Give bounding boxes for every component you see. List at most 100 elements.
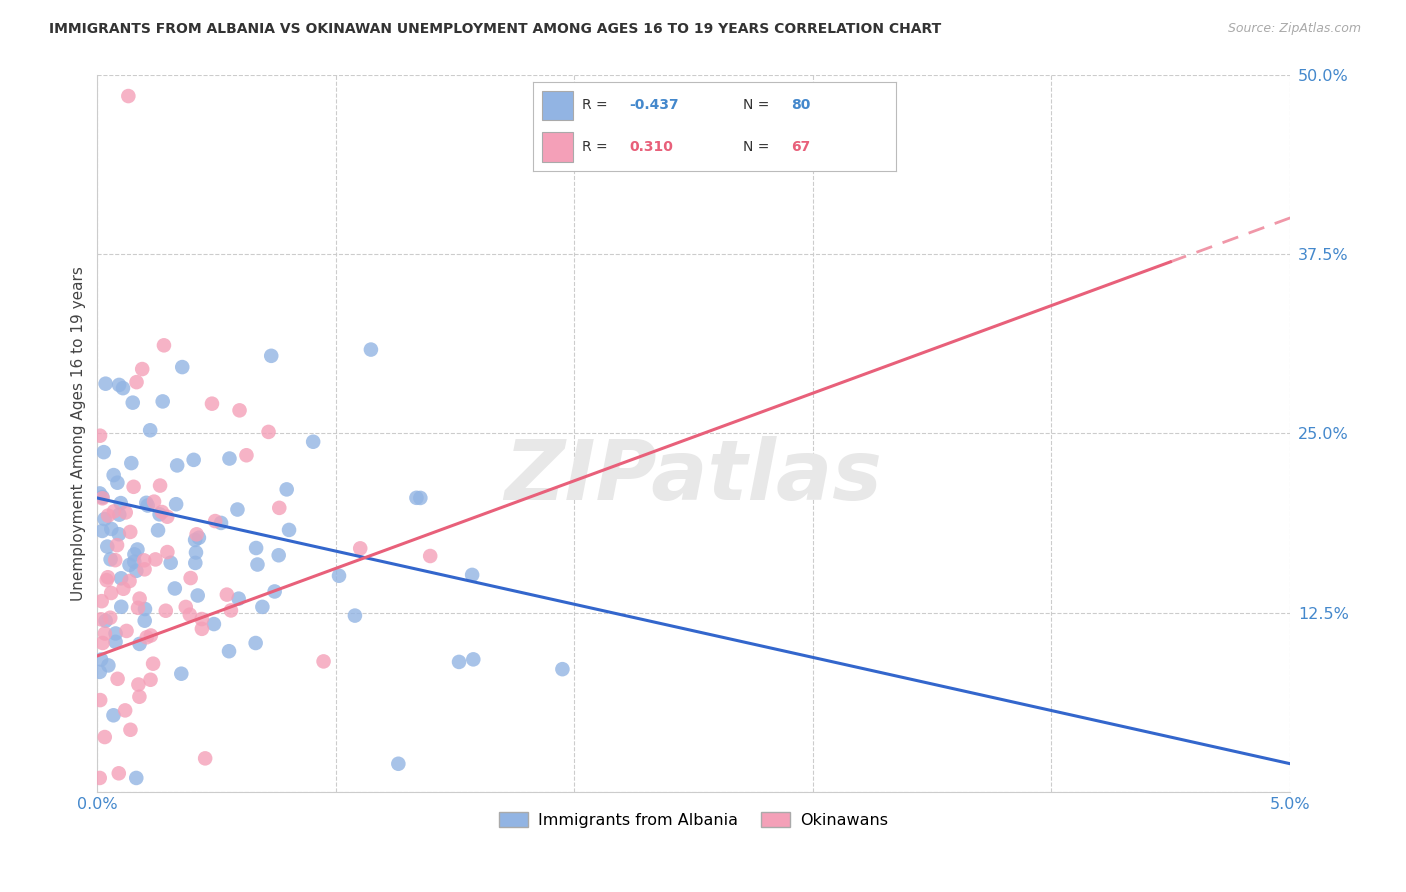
Point — [105, 538, 128, 552]
Point — [136, 499, 159, 513]
Point — [131, 362, 153, 376]
Point — [127, 600, 149, 615]
Point — [447, 655, 470, 669]
Point — [125, 375, 148, 389]
Point — [678, 140, 700, 154]
Point — [202, 617, 225, 632]
Point — [135, 496, 157, 510]
Point — [108, 508, 131, 522]
Point — [139, 423, 162, 437]
Point — [204, 514, 226, 528]
Point — [190, 612, 212, 626]
Point — [269, 500, 291, 515]
Point — [134, 553, 156, 567]
Point — [91, 490, 114, 504]
Point — [110, 496, 132, 510]
Point — [142, 657, 165, 671]
Point — [461, 568, 484, 582]
Point — [134, 614, 156, 628]
Point — [112, 582, 135, 596]
Point — [149, 508, 172, 522]
Point — [159, 556, 181, 570]
Point — [128, 591, 150, 606]
Point — [146, 524, 169, 538]
Point — [302, 434, 325, 449]
Point — [143, 494, 166, 508]
Point — [184, 556, 207, 570]
Point — [94, 614, 117, 628]
Point — [139, 673, 162, 687]
Point — [121, 395, 143, 409]
Point — [100, 522, 122, 536]
Point — [97, 658, 120, 673]
Point — [218, 451, 240, 466]
Point — [90, 594, 112, 608]
Point — [100, 586, 122, 600]
Point — [89, 428, 111, 442]
Point — [191, 622, 214, 636]
Text: Source: ZipAtlas.com: Source: ZipAtlas.com — [1227, 22, 1361, 36]
Point — [228, 591, 250, 606]
Point — [108, 527, 131, 541]
Point — [156, 509, 179, 524]
Point — [94, 376, 117, 391]
Point — [180, 571, 202, 585]
Point — [551, 662, 574, 676]
Point — [152, 394, 174, 409]
Point — [419, 549, 441, 563]
Point — [328, 568, 350, 582]
Point — [89, 665, 111, 679]
Point — [145, 552, 167, 566]
Text: IMMIGRANTS FROM ALBANIA VS OKINAWAN UNEMPLOYMENT AMONG AGES 16 TO 19 YEARS CORRE: IMMIGRANTS FROM ALBANIA VS OKINAWAN UNEM… — [49, 22, 942, 37]
Point — [179, 607, 201, 622]
Point — [128, 690, 150, 704]
Point — [104, 553, 127, 567]
Point — [104, 626, 127, 640]
Point — [267, 548, 290, 562]
Point — [107, 672, 129, 686]
Point — [228, 403, 250, 417]
Point — [110, 571, 132, 585]
Point — [226, 502, 249, 516]
Point — [405, 491, 427, 505]
Y-axis label: Unemployment Among Ages 16 to 19 years: Unemployment Among Ages 16 to 19 years — [72, 266, 86, 601]
Point — [124, 555, 146, 569]
Point — [135, 630, 157, 644]
Point — [165, 497, 187, 511]
Point — [172, 360, 194, 375]
Point — [107, 475, 129, 490]
Point — [93, 445, 115, 459]
Point — [89, 693, 111, 707]
Point — [156, 545, 179, 559]
Point — [201, 397, 224, 411]
Point — [155, 604, 177, 618]
Point — [349, 541, 371, 556]
Point — [90, 612, 112, 626]
Point — [91, 491, 114, 506]
Point — [117, 89, 139, 103]
Point — [120, 524, 142, 539]
Point — [120, 723, 142, 737]
Point — [187, 589, 209, 603]
Point — [139, 628, 162, 642]
Point — [174, 599, 197, 614]
Point — [110, 599, 132, 614]
Point — [246, 558, 269, 572]
Point — [150, 505, 173, 519]
Point — [134, 602, 156, 616]
Point — [387, 756, 409, 771]
Point — [124, 547, 146, 561]
Point — [104, 635, 127, 649]
Point — [118, 558, 141, 572]
Point — [134, 562, 156, 576]
Legend: Immigrants from Albania, Okinawans: Immigrants from Albania, Okinawans — [492, 805, 894, 835]
Point — [276, 483, 298, 497]
Point — [108, 378, 131, 392]
Point — [278, 523, 301, 537]
Point — [91, 524, 114, 538]
Point — [360, 343, 382, 357]
Point — [186, 527, 208, 541]
Point — [187, 531, 209, 545]
Point — [107, 766, 129, 780]
Point — [184, 545, 207, 559]
